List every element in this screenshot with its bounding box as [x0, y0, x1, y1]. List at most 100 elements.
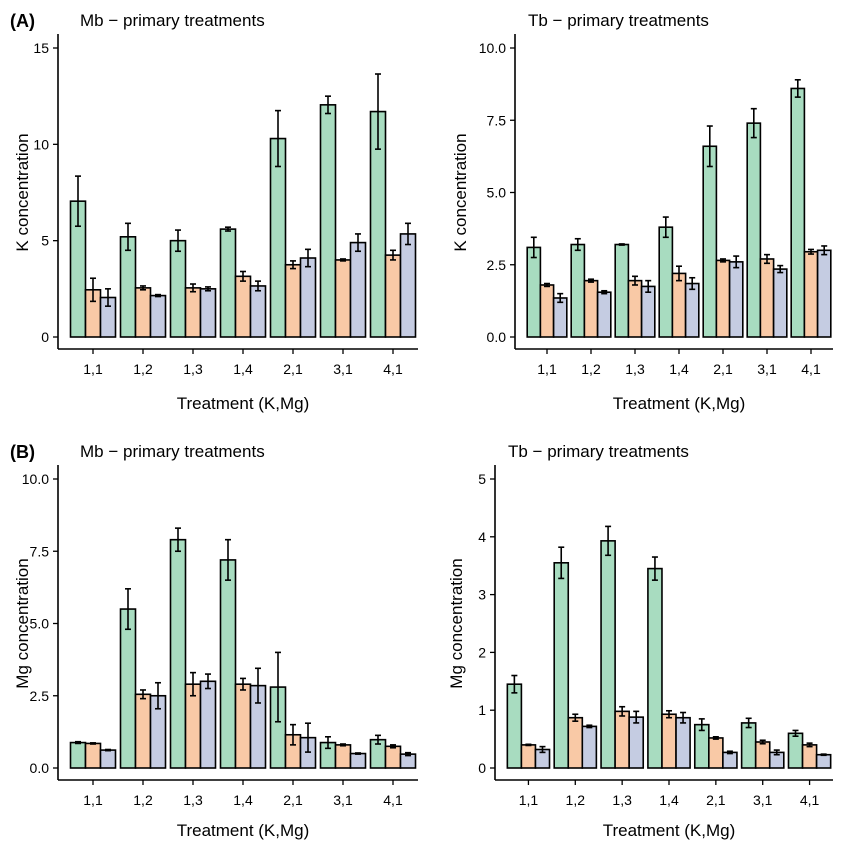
x-tick-label: 3,1	[757, 361, 777, 377]
y-tick-label: 10.0	[479, 40, 506, 56]
x-axis-label: Treatment (K,Mg)	[177, 821, 310, 840]
bar	[787, 732, 804, 769]
bar	[134, 693, 152, 769]
bar	[69, 741, 87, 769]
bar	[219, 228, 237, 338]
bar	[728, 261, 744, 338]
y-tick-label: 2.5	[30, 688, 50, 704]
y-tick-label: 1	[478, 702, 486, 718]
bar	[119, 608, 137, 769]
x-tick-label: 2,1	[706, 792, 726, 808]
bar	[815, 753, 832, 769]
bar	[269, 137, 287, 338]
bar	[219, 559, 237, 769]
bar	[539, 284, 555, 338]
x-tick-label: 1,4	[669, 361, 689, 377]
x-tick-label: 2,1	[283, 792, 303, 808]
y-tick-label: 10.0	[22, 471, 49, 487]
x-axis-label: Treatment (K,Mg)	[613, 394, 746, 413]
bar	[614, 243, 630, 338]
bar	[816, 249, 832, 338]
x-axis-label: Treatment (K,Mg)	[603, 821, 736, 840]
x-tick-label: 4,1	[383, 792, 403, 808]
bar	[349, 241, 367, 338]
y-tick-label: 10	[33, 136, 49, 152]
bar	[399, 233, 417, 338]
bar	[234, 275, 252, 338]
x-tick-label: 3,1	[333, 792, 353, 808]
y-tick-label: 15	[33, 40, 49, 56]
y-axis-label: K concentration	[13, 133, 32, 251]
bar	[552, 297, 568, 338]
bar	[284, 263, 302, 338]
x-tick-label: 3,1	[333, 361, 353, 377]
x-tick-label: 1,4	[233, 361, 253, 377]
bar	[740, 722, 757, 769]
bar	[520, 744, 537, 769]
x-tick-label: 1,3	[183, 361, 203, 377]
bar	[596, 291, 612, 338]
bar	[708, 737, 724, 769]
x-tick-label: 1,4	[233, 792, 253, 808]
bar	[647, 567, 663, 769]
bar	[184, 683, 202, 769]
bar	[640, 285, 656, 338]
y-axis-label: Mg concentration	[13, 558, 32, 688]
bar	[790, 87, 806, 338]
x-tick-label: 1,2	[581, 361, 601, 377]
bar	[583, 279, 599, 338]
y-tick-label: 0.0	[487, 329, 507, 345]
bar	[349, 752, 367, 769]
bar	[581, 725, 598, 769]
bar	[772, 268, 788, 338]
chart-panel-a-left: Mb − primary treatments 0 5 10 15 K concentra…	[13, 11, 418, 413]
bar	[614, 710, 630, 769]
panel-label-a: (A)	[10, 11, 35, 31]
bar	[627, 279, 643, 338]
bar	[671, 272, 687, 338]
y-tick-label: 7.5	[487, 112, 507, 128]
y-tick-label: 5	[41, 233, 49, 249]
bar	[134, 287, 152, 338]
y-tick-label: 4	[478, 529, 486, 545]
y-axis-label: Mg concentration	[447, 558, 466, 688]
x-tick-label: 1,1	[537, 361, 557, 377]
bar	[384, 745, 402, 769]
bar	[803, 250, 819, 338]
x-tick-label: 1,3	[183, 792, 203, 808]
bar	[570, 243, 586, 338]
bar	[801, 744, 818, 769]
bar	[661, 713, 677, 769]
bar	[702, 145, 718, 338]
x-tick-label: 4,1	[383, 361, 403, 377]
x-tick-label: 1,2	[566, 792, 586, 808]
bar	[600, 540, 616, 769]
y-tick-label: 0	[41, 329, 49, 345]
bar	[553, 562, 570, 769]
bar	[199, 288, 217, 338]
bar	[319, 104, 337, 338]
bar	[384, 254, 402, 338]
y-tick-label: 3	[478, 587, 486, 603]
x-tick-label: 1,1	[83, 361, 103, 377]
x-tick-label: 4,1	[801, 361, 821, 377]
chart-title: Tb − primary treatments	[528, 11, 709, 30]
x-tick-label: 1,2	[133, 792, 153, 808]
chart-title: Tb − primary treatments	[508, 442, 689, 461]
bar	[299, 257, 317, 338]
bar	[567, 716, 584, 769]
chart-panel-b-left: Mb − primary treatments 0.0 2.5 5.0 7.5 10.0 M…	[13, 442, 418, 840]
bar	[754, 741, 771, 769]
x-tick-label: 1,4	[659, 792, 679, 808]
x-axis-label: Treatment (K,Mg)	[177, 394, 310, 413]
x-tick-label: 1,3	[612, 792, 632, 808]
chart-title: Mb − primary treatments	[80, 442, 265, 461]
x-tick-label: 1,1	[83, 792, 103, 808]
bar	[99, 749, 117, 769]
y-axis-label: K concentration	[451, 133, 470, 251]
bar	[746, 122, 762, 338]
x-tick-label: 1,3	[625, 361, 645, 377]
x-tick-label: 1,1	[519, 792, 539, 808]
